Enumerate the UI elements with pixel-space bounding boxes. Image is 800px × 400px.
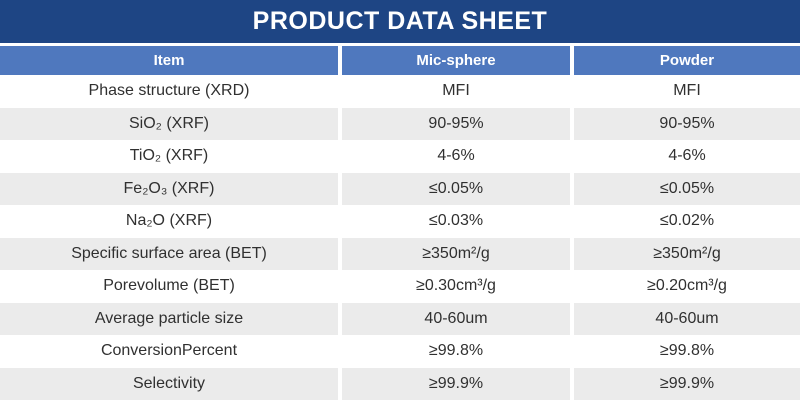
item-cell: Fe₂O₃ (XRF) bbox=[0, 172, 338, 205]
column-header-mic-sphere: Mic-sphere bbox=[342, 46, 570, 75]
mic-sphere-value-cell: 90-95% bbox=[342, 107, 570, 140]
mic-sphere-value-cell: 40-60um bbox=[342, 302, 570, 335]
powder-value-cell: 40-60um bbox=[574, 302, 800, 335]
powder-value-cell: ≤0.05% bbox=[574, 172, 800, 205]
item-cell: Phase structure (XRD) bbox=[0, 75, 338, 108]
item-cell: SiO₂ (XRF) bbox=[0, 107, 338, 140]
powder-value-cell: 90-95% bbox=[574, 107, 800, 140]
item-cell: Porevolume (BET) bbox=[0, 270, 338, 303]
table-row: Porevolume (BET) ≥0.30cm³/g ≥0.20cm³/g bbox=[0, 270, 800, 303]
mic-sphere-value-cell: MFI bbox=[342, 75, 570, 108]
table-header-row: Item Mic-sphere Powder bbox=[0, 46, 800, 75]
table-row: Na₂O (XRF) ≤0.03% ≤0.02% bbox=[0, 205, 800, 238]
mic-sphere-value-cell: ≤0.05% bbox=[342, 172, 570, 205]
table-row: ConversionPercent ≥99.8% ≥99.8% bbox=[0, 335, 800, 368]
item-cell: Selectivity bbox=[0, 367, 338, 400]
item-cell: Na₂O (XRF) bbox=[0, 205, 338, 238]
mic-sphere-value-cell: 4-6% bbox=[342, 140, 570, 173]
mic-sphere-value-cell: ≥99.9% bbox=[342, 367, 570, 400]
powder-value-cell: ≥99.8% bbox=[574, 335, 800, 368]
banner: PRODUCT DATA SHEET bbox=[0, 0, 800, 43]
mic-sphere-value-cell: ≥99.8% bbox=[342, 335, 570, 368]
item-cell: Specific surface area (BET) bbox=[0, 237, 338, 270]
powder-value-cell: MFI bbox=[574, 75, 800, 108]
powder-value-cell: ≤0.02% bbox=[574, 205, 800, 238]
mic-sphere-value-cell: ≥0.30cm³/g bbox=[342, 270, 570, 303]
table-row: Average particle size 40-60um 40-60um bbox=[0, 302, 800, 335]
page-title: PRODUCT DATA SHEET bbox=[252, 7, 548, 35]
powder-value-cell: ≥99.9% bbox=[574, 367, 800, 400]
powder-value-cell: ≥0.20cm³/g bbox=[574, 270, 800, 303]
mic-sphere-value-cell: ≤0.03% bbox=[342, 205, 570, 238]
mic-sphere-value-cell: ≥350m²/g bbox=[342, 237, 570, 270]
table-row: TiO₂ (XRF) 4-6% 4-6% bbox=[0, 140, 800, 173]
item-cell: TiO₂ (XRF) bbox=[0, 140, 338, 173]
table-row: Fe₂O₃ (XRF) ≤0.05% ≤0.05% bbox=[0, 172, 800, 205]
table-row: Specific surface area (BET) ≥350m²/g ≥350m… bbox=[0, 237, 800, 270]
table-body: Phase structure (XRD) MFI MFI SiO₂ (XRF) 90-… bbox=[0, 75, 800, 400]
table-row: Selectivity ≥99.9% ≥99.9% bbox=[0, 367, 800, 400]
table-row: SiO₂ (XRF) 90-95% 90-95% bbox=[0, 107, 800, 140]
item-cell: ConversionPercent bbox=[0, 335, 338, 368]
table-row: Phase structure (XRD) MFI MFI bbox=[0, 75, 800, 108]
column-header-powder: Powder bbox=[574, 46, 800, 75]
column-header-item: Item bbox=[0, 46, 338, 75]
powder-value-cell: 4-6% bbox=[574, 140, 800, 173]
item-cell: Average particle size bbox=[0, 302, 338, 335]
powder-value-cell: ≥350m²/g bbox=[574, 237, 800, 270]
